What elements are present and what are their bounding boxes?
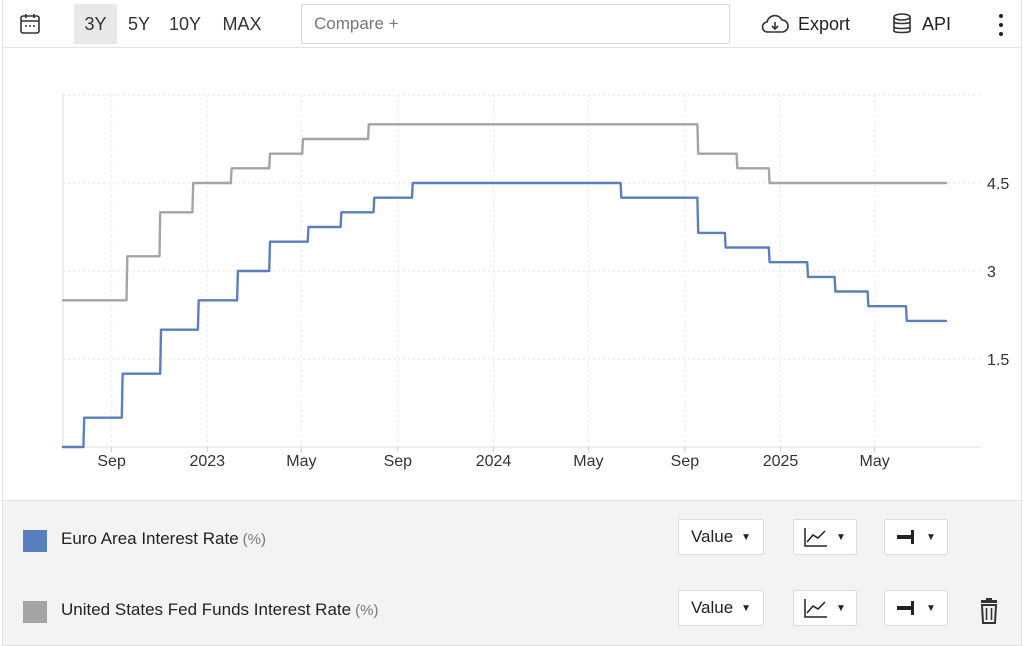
x-tick-label: May	[286, 453, 316, 470]
chart-series	[61, 123, 948, 449]
more-vertical-icon[interactable]	[991, 12, 1011, 38]
x-tick-label: Sep	[384, 453, 413, 470]
y-tick-label: 4.5	[987, 176, 1009, 193]
x-tick-label: Sep	[671, 453, 700, 470]
chart-area: Sep 2023 May Sep 2024 May Sep 2025 May 1.5 3 4.5	[2, 48, 1022, 500]
y-tick-label: 3	[987, 264, 996, 281]
y-tick-label: 1.5	[987, 352, 1009, 369]
x-tick-label: May	[573, 453, 603, 470]
series-color-swatch[interactable]	[23, 530, 47, 552]
value-dropdown-label: Value	[690, 598, 734, 617]
x-tick-label: May	[860, 453, 890, 470]
trash-icon[interactable]	[978, 598, 1000, 624]
toolbar: 3Y 5Y 10Y MAX Export API	[2, 0, 1022, 48]
caret-down-icon: ▼	[836, 602, 846, 614]
x-tick-label: 2023	[189, 453, 225, 470]
series-label: United States Fed Funds Interest Rate (%)	[61, 600, 378, 620]
chart-type-dropdown[interactable]: ▼	[793, 519, 857, 555]
compare-input[interactable]	[301, 4, 730, 44]
api-label: API	[922, 13, 952, 34]
caret-down-icon: ▼	[926, 602, 936, 614]
cloud-download-icon	[761, 14, 789, 33]
bar-style-icon	[897, 530, 915, 544]
value-dropdown-label: Value	[690, 527, 734, 546]
range-button-5y[interactable]: 5Y	[127, 14, 151, 34]
x-tick-label: Sep	[97, 453, 126, 470]
api-button[interactable]: API	[890, 4, 951, 44]
series-unit: (%)	[242, 531, 266, 548]
line-chart-icon	[804, 599, 828, 618]
style-dropdown[interactable]: ▼	[884, 590, 948, 626]
caret-down-icon: ▼	[836, 531, 846, 543]
line-chart-icon	[804, 528, 828, 547]
x-tick-label: 2024	[476, 453, 512, 470]
series-color-swatch[interactable]	[23, 601, 47, 623]
caret-down-icon: ▼	[926, 531, 936, 543]
series-name: United States Fed Funds Interest Rate	[61, 600, 352, 619]
legend-panel: Euro Area Interest Rate (%) Value ▼ ▼ ▼ Un…	[2, 500, 1022, 646]
range-button-max[interactable]: MAX	[222, 14, 262, 34]
series-name: Euro Area Interest Rate	[61, 529, 239, 548]
bar-style-icon	[897, 601, 915, 615]
y-axis-labels: 1.5 3 4.5	[987, 176, 1009, 369]
style-dropdown[interactable]: ▼	[884, 519, 948, 555]
x-axis-labels: Sep 2023 May Sep 2024 May Sep 2025 May	[97, 453, 889, 470]
line-chart: Sep 2023 May Sep 2024 May Sep 2025 May 1.5 3 4.5	[61, 94, 1009, 470]
value-dropdown[interactable]: Value ▼	[678, 519, 764, 555]
database-icon	[893, 13, 911, 34]
legend-row-us-fed-funds: United States Fed Funds Interest Rate (%)…	[3, 582, 1021, 642]
export-button[interactable]: Export	[760, 4, 850, 44]
export-label: Export	[798, 13, 851, 34]
caret-down-icon: ▼	[741, 602, 752, 614]
series-line-us-fed-funds[interactable]	[61, 123, 948, 302]
series-line-euro-area[interactable]	[61, 181, 948, 449]
range-button-10y[interactable]: 10Y	[168, 14, 202, 34]
caret-down-icon: ▼	[741, 531, 752, 543]
chart-grid	[62, 94, 981, 452]
series-unit: (%)	[355, 602, 379, 619]
value-dropdown[interactable]: Value ▼	[678, 590, 764, 626]
chart-type-dropdown[interactable]: ▼	[793, 590, 857, 626]
range-button-3y[interactable]: 3Y	[74, 4, 117, 44]
legend-row-euro-area: Euro Area Interest Rate (%) Value ▼ ▼ ▼	[3, 511, 1021, 571]
x-tick-label: 2025	[763, 453, 799, 470]
series-label: Euro Area Interest Rate (%)	[61, 529, 266, 549]
calendar-icon[interactable]	[18, 12, 42, 36]
